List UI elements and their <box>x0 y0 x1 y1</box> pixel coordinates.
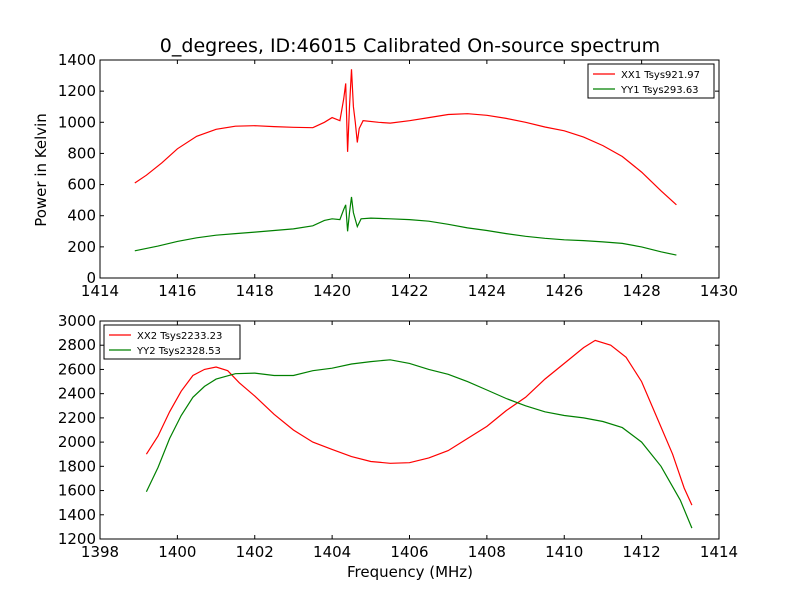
legend-label: XX2 Tsys2233.23 <box>137 331 222 342</box>
legend-box <box>103 324 241 360</box>
x-tick-label: 1410 <box>545 543 583 561</box>
series-line-yy1-tsys293-63 <box>134 196 677 256</box>
y-tick-label: 200 <box>67 238 96 256</box>
top-plot-panel: 1414 1416 1418 1420 1422 1424 1426 1428 1430 0 200… <box>58 51 738 300</box>
legend-label: YY2 Tsys2328.53 <box>136 346 221 357</box>
x-tick-label: 1430 <box>700 282 738 300</box>
y-tick-label: 400 <box>67 207 96 225</box>
y-tick-label: 2800 <box>58 336 96 354</box>
y-tick-label: 1800 <box>58 457 96 475</box>
x-tick-label: 1428 <box>623 282 661 300</box>
x-tick-label: 1422 <box>390 282 428 300</box>
y-tick-label: 1400 <box>58 51 96 69</box>
y-tick-label: 1600 <box>58 482 96 500</box>
x-tick-label: 1426 <box>545 282 583 300</box>
x-tick-label: 1418 <box>236 282 274 300</box>
x-tick-label: 1414 <box>700 543 738 561</box>
x-axis-label: Frequency (MHz) <box>347 563 473 581</box>
x-tick-label: 1402 <box>236 543 274 561</box>
y-tick-label: 0 <box>86 269 96 287</box>
y-axis-label: Power in Kelvin <box>32 113 50 227</box>
series-line-yy2-tsys2328-53 <box>145 359 693 529</box>
legend: XX2 Tsys2233.23 YY2 Tsys2328.53 <box>103 324 241 360</box>
x-tick-label: 1400 <box>158 543 196 561</box>
bottom-plot-panel: 1398 1400 1402 1404 1406 1408 1410 1412 1414 1200… <box>58 312 738 561</box>
x-tick-label: 1398 <box>81 543 119 561</box>
y-tick-label: 2600 <box>58 360 96 378</box>
x-tick-label: 1424 <box>468 282 506 300</box>
x-tick-label: 1404 <box>313 543 351 561</box>
x-tick-label: 1412 <box>623 543 661 561</box>
y-tick-label: 800 <box>67 144 96 162</box>
y-tick-label: 1000 <box>58 113 96 131</box>
legend-label: XX1 Tsys921.97 <box>621 70 700 81</box>
series-line-xx1-tsys921-97 <box>134 69 677 206</box>
y-tick-label: 1200 <box>58 530 96 548</box>
y-tick-label: 1400 <box>58 506 96 524</box>
legend-box <box>587 63 715 99</box>
x-tick-label: 1416 <box>158 282 196 300</box>
x-tick-label: 1414 <box>81 282 119 300</box>
y-tick-label: 2200 <box>58 409 96 427</box>
x-tick-label: 1408 <box>468 543 506 561</box>
x-tick-label: 1406 <box>390 543 428 561</box>
y-tick-label: 2400 <box>58 385 96 403</box>
y-tick-label: 1200 <box>58 82 96 100</box>
x-tick-label: 1420 <box>313 282 351 300</box>
series-line-xx2-tsys2233-23 <box>145 339 693 506</box>
y-tick-label: 3000 <box>58 312 96 330</box>
chart-title: 0_degrees, ID:46015 Calibrated On-source… <box>160 35 660 57</box>
legend: XX1 Tsys921.97 YY1 Tsys293.63 <box>587 63 715 99</box>
legend-label: YY1 Tsys293.63 <box>620 85 699 96</box>
y-tick-label: 600 <box>67 176 96 194</box>
y-tick-label: 2000 <box>58 433 96 451</box>
